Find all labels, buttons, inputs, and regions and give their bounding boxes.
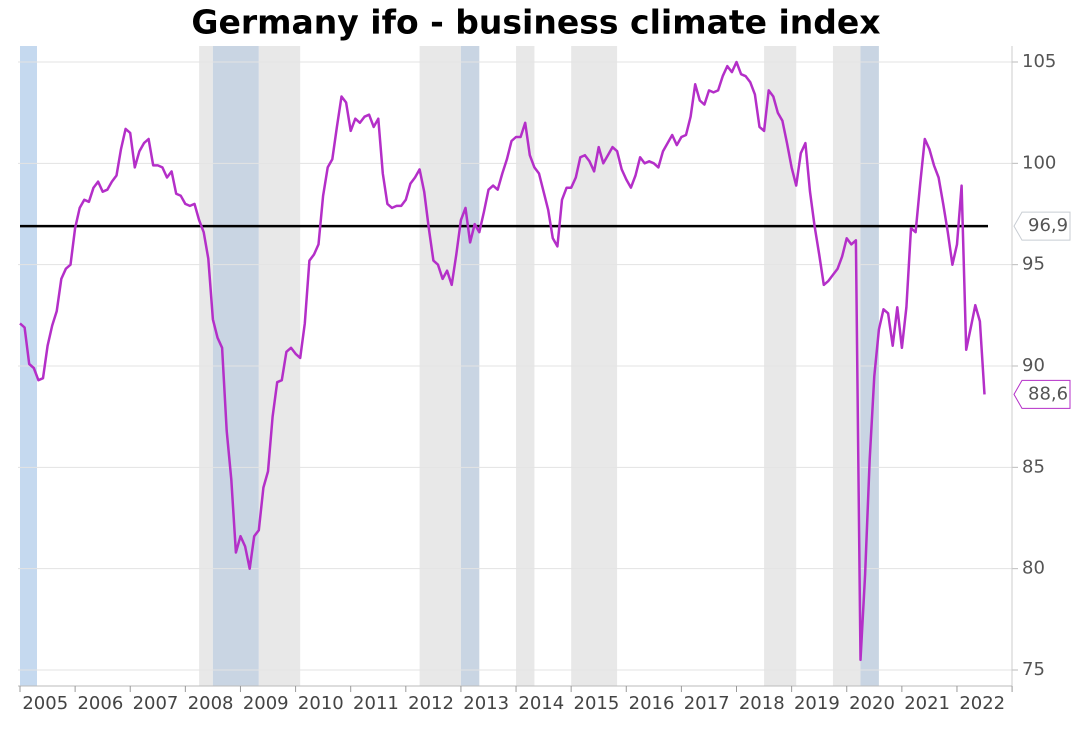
- x-tick-label: 2010: [298, 693, 344, 714]
- y-tick-label: 75: [1022, 659, 1045, 680]
- y-tick-label: 85: [1022, 456, 1045, 477]
- reference-label: 96,9: [1028, 215, 1068, 236]
- x-tick-label: 2021: [904, 693, 950, 714]
- x-tick-label: 2009: [243, 693, 289, 714]
- reference-label-box: [1013, 211, 1071, 241]
- x-tick-label: 2013: [463, 693, 509, 714]
- y-tick-label: 95: [1022, 254, 1045, 275]
- x-tick-label: 2022: [959, 693, 1005, 714]
- x-tick-label: 2016: [629, 693, 675, 714]
- y-tick-label: 105: [1022, 51, 1056, 72]
- x-tick-label: 2018: [739, 693, 785, 714]
- x-tick-label: 2014: [518, 693, 564, 714]
- x-tick-label: 2015: [574, 693, 620, 714]
- x-tick-label: 2012: [408, 693, 454, 714]
- series-line: [19, 60, 986, 662]
- x-tick-label: 2011: [353, 693, 399, 714]
- end-label: 88,6: [1028, 383, 1068, 404]
- end-label-box: [1013, 379, 1071, 409]
- x-tick-label: 2006: [77, 693, 123, 714]
- x-tick-label: 2020: [849, 693, 895, 714]
- y-tick-label: 90: [1022, 355, 1045, 376]
- x-tick-label: 2005: [22, 693, 68, 714]
- marks: 96,9 88,6: [19, 60, 1071, 662]
- x-tick-label: 2007: [133, 693, 179, 714]
- grid: [18, 46, 1018, 692]
- x-tick-label: 2008: [188, 693, 234, 714]
- x-tick-label: 2017: [684, 693, 730, 714]
- y-tick-label: 80: [1022, 558, 1045, 579]
- chart-title: Germany ifo - business climate index: [191, 3, 880, 42]
- x-tick-label: 2019: [794, 693, 840, 714]
- y-tick-label: 100: [1022, 152, 1056, 173]
